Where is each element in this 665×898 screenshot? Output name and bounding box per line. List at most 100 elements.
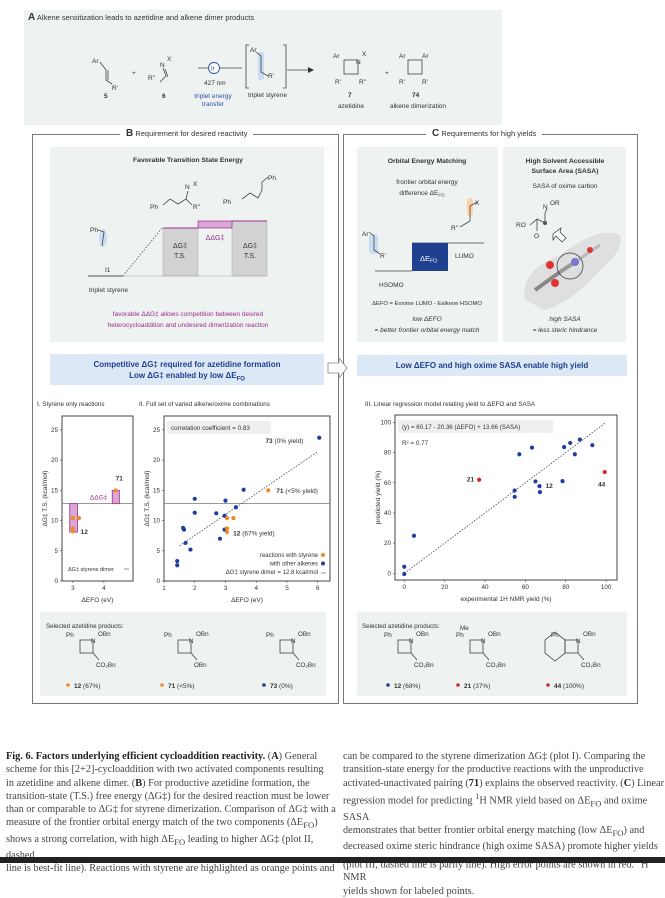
caption-line: decreased oxime steric hindrance (high o… xyxy=(343,841,658,853)
y-tick-label: 5 xyxy=(156,548,160,555)
lumo-label: LUMO xyxy=(455,253,474,260)
compound-number: 74 xyxy=(412,92,420,99)
data-point xyxy=(529,445,535,450)
data-point xyxy=(70,529,75,534)
atom-label: X xyxy=(362,51,367,58)
y-tick-label: 10 xyxy=(51,518,59,525)
caption-line: line is best-fit line). Reactions with s… xyxy=(6,863,335,875)
atom-label: R" xyxy=(193,204,201,211)
product-marker xyxy=(66,683,70,687)
y-tick-label: 15 xyxy=(153,487,161,494)
triplet-styrene-label: triplet styrene xyxy=(248,92,287,99)
orbital-sub: difference ΔEFO xyxy=(399,190,445,198)
atom-label: Ph xyxy=(266,632,274,639)
data-point xyxy=(181,527,187,532)
x-tick-label: 1 xyxy=(162,585,166,592)
atom-label: OBn xyxy=(416,631,429,638)
best-fit-line xyxy=(179,451,318,547)
products-label: Selected azetidine products: xyxy=(46,623,124,630)
y-tick-label: 20 xyxy=(384,540,392,547)
atom-label: CO₂Bn xyxy=(96,662,116,669)
data-point xyxy=(512,488,517,493)
data-point xyxy=(217,536,223,541)
y-tick-label: 25 xyxy=(51,427,59,434)
y-tick-label: 10 xyxy=(153,518,161,525)
data-point xyxy=(224,516,230,521)
product-yield: (68%) xyxy=(401,683,420,690)
data-point xyxy=(175,563,180,568)
atom-label: CO₂Bn xyxy=(414,662,434,669)
hsomo-label: HSOMO xyxy=(379,282,404,289)
atom-label: OBn xyxy=(298,631,311,638)
atom-label: N xyxy=(189,638,194,645)
panel-b-products-box xyxy=(40,612,326,696)
compound-number: 6 xyxy=(162,93,166,100)
point-label: 12 xyxy=(546,483,554,490)
data-point xyxy=(214,511,219,516)
atom-label: R' xyxy=(380,253,386,260)
atom-label: Ph xyxy=(66,632,74,639)
product-yield: (100%) xyxy=(561,683,584,690)
plus-sign: + xyxy=(385,70,389,77)
data-point xyxy=(70,526,75,531)
point-id: 71 xyxy=(276,488,284,495)
atom-label: X xyxy=(193,181,198,188)
panel-b-title-text: Requirement for desired reactivity xyxy=(135,129,248,138)
data-point xyxy=(533,479,538,484)
equation-box xyxy=(398,420,553,433)
y-tick-label: 25 xyxy=(153,427,161,434)
caption-line: measure of the frontier orbital energy m… xyxy=(6,817,318,831)
x-tick-label: 4 xyxy=(254,585,258,592)
plot-frame xyxy=(163,415,331,582)
bottom-bar xyxy=(0,857,665,863)
data-point xyxy=(188,547,193,552)
better-match-label: = better frontier orbital energy match xyxy=(375,327,480,334)
x-tick-label: 5 xyxy=(285,585,289,592)
atom-label: Me xyxy=(460,625,469,632)
legend-marker xyxy=(321,561,325,566)
x-axis-label: ΔEFO (eV) xyxy=(82,597,114,604)
x-tick-label: 3 xyxy=(224,585,228,592)
atom-label: R" xyxy=(148,75,156,82)
regression-equation: (y) = 60.17 - 20.36 (ΔEFO) + 13.66 (SASA… xyxy=(402,424,520,431)
atom-label: OR xyxy=(550,200,560,207)
atom-label: N xyxy=(543,204,548,211)
atom-label: OBn xyxy=(196,631,209,638)
compound-5-structure xyxy=(99,61,113,85)
caption-line: shows a strong correlation, with high ΔE… xyxy=(6,833,314,862)
atom-label: Ph xyxy=(384,632,392,639)
parity-line xyxy=(404,422,607,574)
reaction-path-dotted xyxy=(122,227,163,277)
atom-label: N xyxy=(291,638,296,645)
data-point xyxy=(572,452,577,457)
caption-line: transition-state energy for the producti… xyxy=(343,764,644,776)
data-point xyxy=(560,479,565,484)
correlation-annotation: correlation coefficient = 0.83 xyxy=(171,425,250,432)
product-yield: (0%) xyxy=(277,683,293,690)
legend-label: reactions with styrene xyxy=(260,553,319,559)
ts-box-title: Favorable Transition State Energy xyxy=(133,157,243,164)
x-tick-label: 80 xyxy=(562,584,570,591)
product-id: 21 xyxy=(464,683,472,690)
atom-label: OBn xyxy=(488,631,501,638)
r-squared: R² = 0.77 xyxy=(402,440,429,447)
data-point xyxy=(411,533,417,538)
atom-label: R' xyxy=(422,79,428,86)
atom-label: Ar xyxy=(399,53,406,60)
azetidine-ring xyxy=(279,639,294,654)
box-sub: FO xyxy=(430,259,437,265)
data-point xyxy=(402,571,407,577)
dimer-legend: ΔG‡ styrene dimer xyxy=(68,567,114,573)
point-label: 12 xyxy=(81,529,89,536)
caption-line: Fig. 6. Factors underlying efficient cyc… xyxy=(6,751,318,762)
x-axis-label: experimental 1H NMR yield (%) xyxy=(460,596,551,603)
product-marker xyxy=(262,683,266,687)
delta-efo-box xyxy=(412,243,448,271)
point-label: 71 (<5% yield) xyxy=(276,488,318,495)
panel-c-banner: Low ΔEFO and high oxime SASA enable high… xyxy=(357,355,627,376)
x-axis-label: ΔEFO (eV) xyxy=(231,597,263,604)
data-point xyxy=(266,488,271,493)
banner-line-1: Competitive ΔG‡ required for azetidine f… xyxy=(93,360,281,369)
bond xyxy=(92,652,100,661)
ts-bar-dimer xyxy=(231,220,268,277)
